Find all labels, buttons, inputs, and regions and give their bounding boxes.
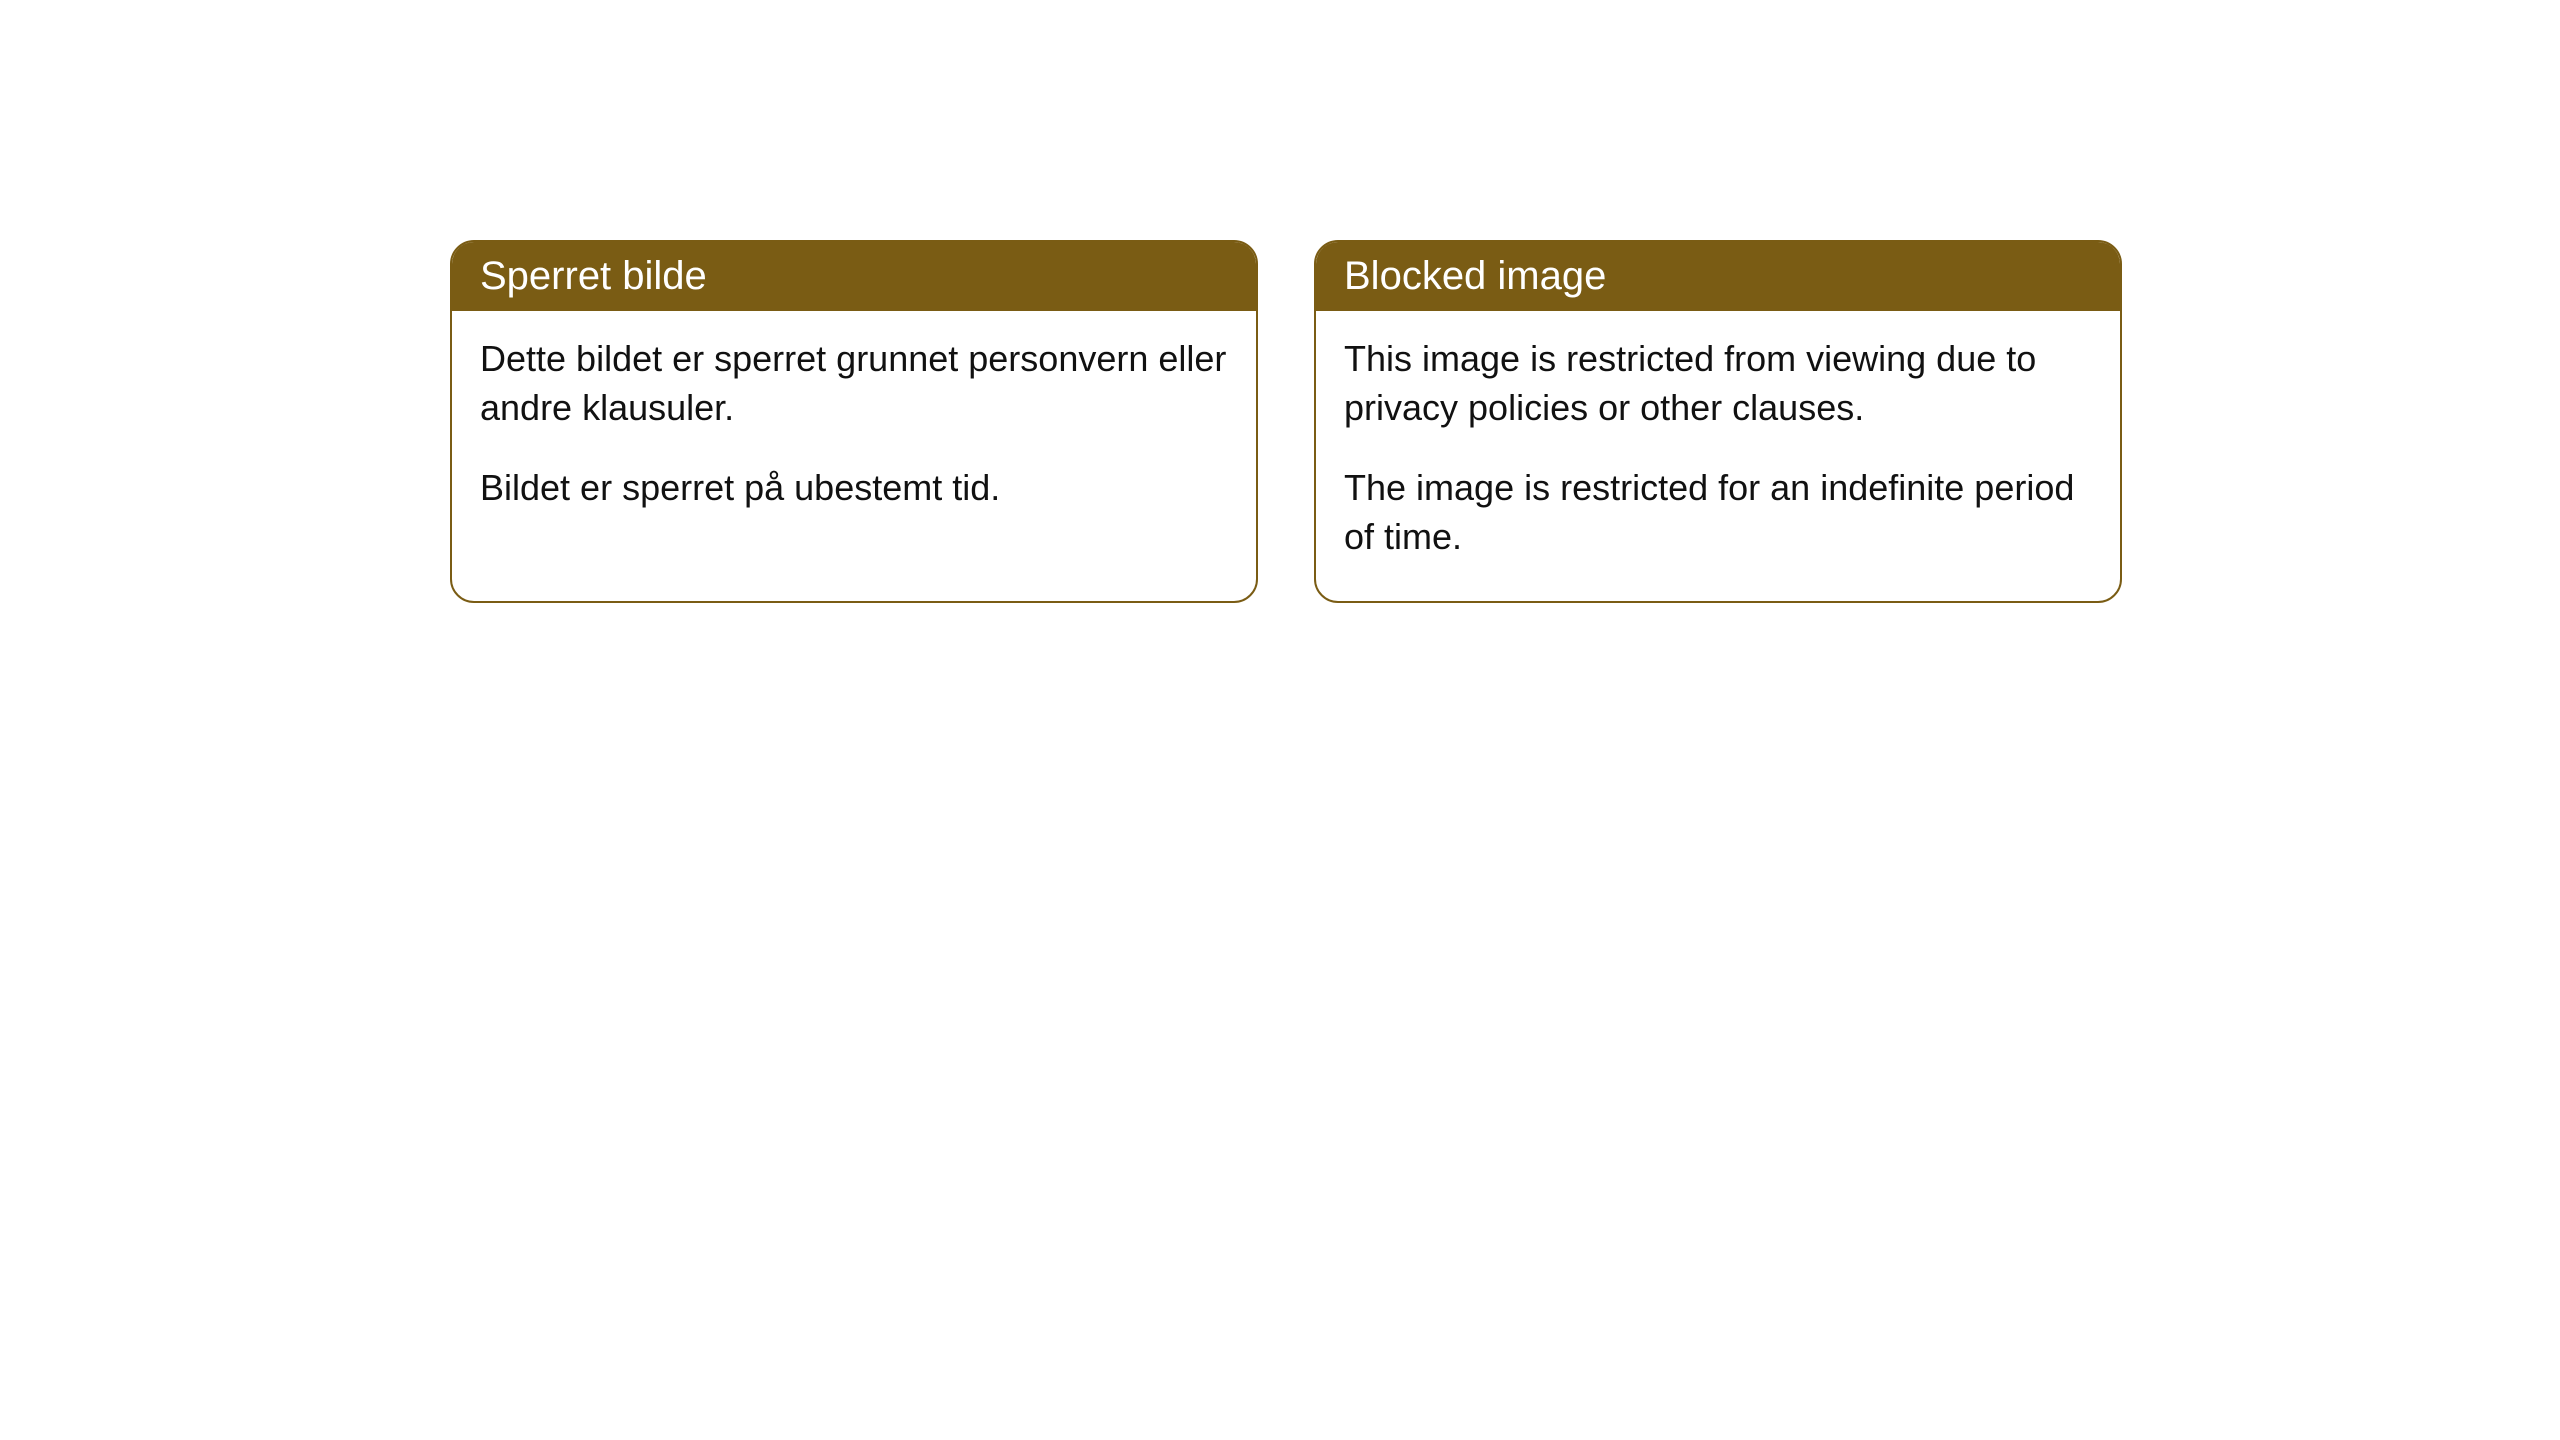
card-body-no: Dette bildet er sperret grunnet personve…	[452, 311, 1256, 553]
card-paragraph-1-en: This image is restricted from viewing du…	[1344, 335, 2092, 432]
card-paragraph-2-no: Bildet er sperret på ubestemt tid.	[480, 464, 1228, 513]
card-header-no: Sperret bilde	[452, 242, 1256, 311]
card-header-en: Blocked image	[1316, 242, 2120, 311]
blocked-image-card-en: Blocked image This image is restricted f…	[1314, 240, 2122, 603]
card-paragraph-2-en: The image is restricted for an indefinit…	[1344, 464, 2092, 561]
card-paragraph-1-no: Dette bildet er sperret grunnet personve…	[480, 335, 1228, 432]
card-body-en: This image is restricted from viewing du…	[1316, 311, 2120, 601]
cards-container: Sperret bilde Dette bildet er sperret gr…	[0, 0, 2560, 603]
blocked-image-card-no: Sperret bilde Dette bildet er sperret gr…	[450, 240, 1258, 603]
card-title-no: Sperret bilde	[480, 254, 707, 298]
card-title-en: Blocked image	[1344, 254, 1606, 298]
